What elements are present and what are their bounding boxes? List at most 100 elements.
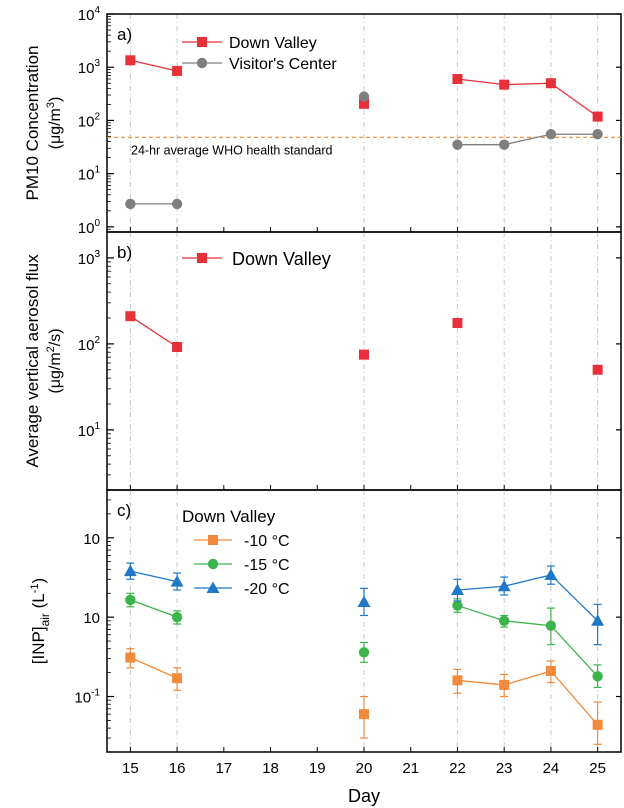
- data-point-marker: [358, 91, 370, 102]
- data-point-marker: [591, 614, 605, 626]
- series-visitor-s-center: [125, 91, 603, 210]
- y-tick-exponent: 4: [94, 5, 100, 16]
- series-line: [457, 133, 598, 146]
- legend-title: Down Valley: [182, 507, 276, 526]
- data-point-marker: [357, 595, 371, 608]
- x-tick-label: 15: [122, 760, 139, 777]
- data-point-marker: [358, 647, 370, 658]
- data-point-marker: [452, 600, 463, 611]
- series-line: [130, 570, 178, 583]
- series-down-valley: [125, 311, 603, 375]
- y-tick-base: 10: [74, 690, 91, 707]
- legend-swatch-marker: [196, 57, 208, 69]
- y-axis-label-sub: air: [38, 613, 52, 626]
- series-15-c: [125, 592, 603, 689]
- data-point-marker: [125, 594, 136, 606]
- y-tick-base: 10: [78, 337, 95, 354]
- panel-label: b): [117, 243, 132, 262]
- y-tick-exponent: 3: [94, 58, 100, 69]
- y-tick-label: 102: [78, 111, 101, 130]
- y-axis-label: [INP]air (L-1): [29, 578, 52, 664]
- data-point-marker: [172, 342, 183, 353]
- data-point-marker: [592, 364, 603, 375]
- series-line: [130, 59, 178, 72]
- data-point-marker: [172, 65, 183, 76]
- legend-entry: -10 °C: [244, 533, 290, 550]
- y-tick-label: 10-1: [74, 688, 100, 707]
- data-point-marker: [499, 679, 510, 690]
- x-tick-label: 25: [589, 760, 606, 777]
- y-axis-label-main: [INP]: [29, 626, 48, 664]
- panel-label: c): [117, 501, 131, 520]
- legend-swatch-marker: [208, 535, 218, 545]
- data-point-marker: [171, 611, 183, 623]
- data-point-marker: [359, 349, 369, 360]
- y-tick-base: 10: [78, 7, 95, 24]
- data-point-marker: [452, 675, 463, 686]
- data-point-marker: [170, 575, 184, 587]
- y-axis-label-line2: (μg/m2/s): [45, 328, 64, 393]
- x-axis: 15 16 17 18 19 20 21 22 23 24 25 Day: [122, 760, 606, 806]
- data-point-marker: [545, 129, 557, 140]
- data-point-marker: [592, 111, 603, 122]
- data-point-marker: [452, 74, 463, 85]
- series-down-valley: [125, 55, 603, 122]
- who-standard-label: 24-hr average WHO health standard: [131, 143, 333, 157]
- y-axis-label-unit: (μg/m: [47, 352, 64, 393]
- x-tick-label: 21: [402, 760, 419, 777]
- data-point-marker: [172, 673, 183, 684]
- data-point-marker: [592, 129, 603, 140]
- data-point-marker: [125, 311, 136, 322]
- data-point-marker: [359, 98, 369, 109]
- y-axis-label-line1: [INP]air (L-1): [29, 578, 52, 664]
- data-point-marker: [545, 665, 556, 676]
- series-line: [457, 604, 599, 677]
- data-point-marker: [452, 139, 463, 150]
- y-axis-label: PM10 Concentration (μg/m3): [23, 46, 64, 201]
- legend-entry: Down Valley: [229, 35, 317, 52]
- legend-entry: -20 °C: [244, 581, 290, 598]
- y-axis-label-sup: 3: [45, 102, 57, 108]
- y-tick-exponent: 2: [94, 111, 100, 122]
- y-axis-label-unit: (μg/m: [47, 108, 64, 149]
- y-axis-label-line1: Average vertical aerosol flux: [23, 254, 42, 468]
- y-tick-base: 10: [78, 220, 95, 237]
- y-tick-label: 103: [78, 58, 101, 77]
- legend: Down Valley: [182, 249, 331, 269]
- y-tick-exponent: -1: [91, 688, 100, 699]
- legend: Down Valley Visitor's Center: [182, 35, 337, 73]
- y-tick-exponent: 1: [94, 421, 100, 432]
- x-tick-label: 17: [215, 760, 232, 777]
- y-axis-label-unit: ): [47, 97, 64, 102]
- y-tick-exponent: 0: [94, 218, 100, 229]
- data-point-marker: [544, 568, 558, 580]
- y-tick-base: 10: [83, 531, 100, 548]
- y-tick-label: 10: [83, 531, 100, 548]
- x-tick-label: 20: [356, 760, 373, 777]
- y-tick-base: 10: [78, 60, 95, 77]
- data-point-marker: [545, 78, 556, 89]
- series-line: [457, 670, 599, 726]
- y-axis-label: Average vertical aerosol flux (μg/m2/s): [23, 254, 64, 468]
- x-tick-label: 18: [262, 760, 279, 777]
- legend: Down Valley -10 °C -15 °C -20 °C: [182, 507, 290, 598]
- series-line: [130, 599, 178, 618]
- legend-swatch-marker: [206, 581, 220, 593]
- x-tick-label: 22: [449, 760, 466, 777]
- y-tick-exponent: 1: [94, 165, 100, 176]
- data-point-marker: [497, 579, 511, 592]
- y-axis-label-sup: 2: [45, 346, 57, 352]
- data-point-marker: [125, 55, 136, 66]
- y-tick-base: 10: [78, 423, 95, 440]
- series-line: [130, 315, 178, 348]
- data-point-marker: [498, 139, 510, 150]
- y-axis-label-line1: PM10 Concentration: [23, 46, 42, 201]
- data-point-marker: [450, 583, 464, 595]
- series-10-c: [125, 648, 603, 745]
- legend-swatch-marker: [207, 558, 219, 570]
- series-line: [457, 574, 599, 622]
